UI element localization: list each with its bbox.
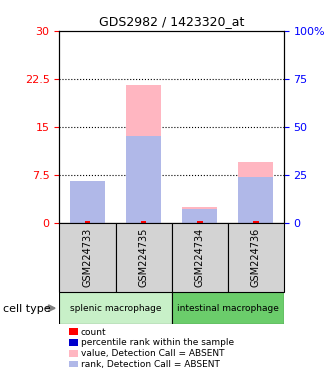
Bar	[126, 85, 161, 223]
Bar	[172, 292, 284, 324]
Text: count: count	[81, 328, 107, 337]
Bar	[253, 221, 259, 223]
Text: percentile rank within the sample: percentile rank within the sample	[81, 338, 234, 348]
Text: GSM224733: GSM224733	[82, 228, 92, 287]
Text: splenic macrophage: splenic macrophage	[70, 304, 161, 313]
FancyBboxPatch shape	[172, 223, 228, 292]
FancyBboxPatch shape	[115, 223, 172, 292]
Text: intestinal macrophage: intestinal macrophage	[177, 304, 279, 313]
Text: rank, Detection Call = ABSENT: rank, Detection Call = ABSENT	[81, 360, 220, 369]
Bar	[238, 177, 274, 223]
Bar	[59, 292, 172, 324]
FancyBboxPatch shape	[59, 223, 116, 292]
Text: cell type: cell type	[3, 304, 51, 314]
Title: GDS2982 / 1423320_at: GDS2982 / 1423320_at	[99, 15, 244, 28]
Bar	[84, 221, 90, 223]
Text: GSM224736: GSM224736	[251, 228, 261, 287]
Text: GSM224735: GSM224735	[139, 228, 148, 287]
FancyBboxPatch shape	[228, 223, 284, 292]
Text: value, Detection Call = ABSENT: value, Detection Call = ABSENT	[81, 349, 224, 358]
Bar	[70, 189, 105, 223]
Bar	[126, 136, 161, 223]
Bar	[141, 221, 147, 223]
Text: GSM224734: GSM224734	[195, 228, 205, 287]
Bar	[70, 181, 105, 223]
Bar	[238, 162, 274, 223]
Bar	[182, 207, 217, 223]
Bar	[182, 209, 217, 223]
Bar	[197, 221, 203, 223]
